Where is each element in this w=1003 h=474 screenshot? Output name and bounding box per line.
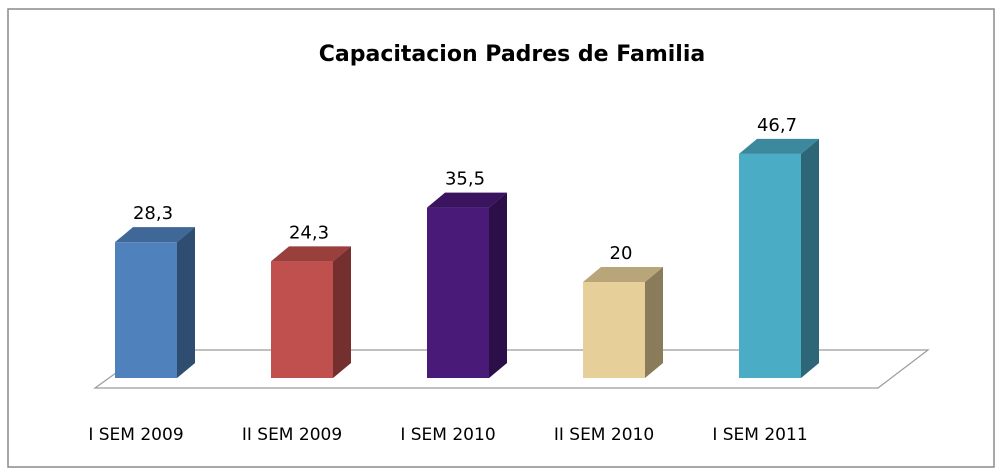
- value-label: 24,3: [289, 222, 329, 243]
- bar: [115, 242, 177, 378]
- bar-top-shade: [739, 138, 819, 154]
- bar-side-shade: [489, 192, 507, 378]
- bar-top-shade: [427, 192, 507, 208]
- bar-top: [583, 267, 663, 282]
- x-tick-label: I SEM 2011: [712, 425, 807, 445]
- bar: [427, 207, 489, 378]
- bar-side: [333, 246, 351, 378]
- bar-side: [489, 192, 507, 378]
- x-tick-label: I SEM 2010: [400, 425, 495, 445]
- bar-side-shade: [333, 246, 351, 378]
- value-label: 28,3: [133, 203, 173, 224]
- x-tick-label: II SEM 2010: [554, 425, 654, 445]
- bar-top: [115, 227, 195, 243]
- x-tick-label: I SEM 2009: [88, 425, 183, 445]
- bar-side: [801, 138, 819, 378]
- value-label: 35,5: [445, 169, 485, 190]
- bar-top: [427, 192, 507, 208]
- bar-top-shade: [115, 227, 195, 243]
- bar-side-shade: [801, 138, 819, 378]
- x-tick-label: II SEM 2009: [242, 425, 342, 445]
- bar-top-shade: [583, 267, 663, 282]
- bar: [739, 153, 801, 378]
- bar-side-shade: [177, 227, 195, 378]
- bar-top-shade: [271, 246, 351, 262]
- bar: [583, 282, 645, 378]
- bar-top: [271, 246, 351, 262]
- value-label: 20: [610, 243, 633, 264]
- bar-side: [645, 267, 663, 378]
- bar-top: [739, 138, 819, 154]
- bar-side: [177, 227, 195, 378]
- chart-title: Capacitacion Padres de Familia: [319, 42, 706, 67]
- bar-side-shade: [645, 267, 663, 378]
- value-label: 46,7: [757, 115, 797, 136]
- bar: [271, 261, 333, 378]
